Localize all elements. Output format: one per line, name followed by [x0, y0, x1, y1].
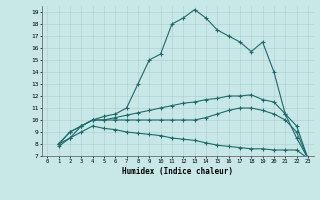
X-axis label: Humidex (Indice chaleur): Humidex (Indice chaleur)	[122, 167, 233, 176]
